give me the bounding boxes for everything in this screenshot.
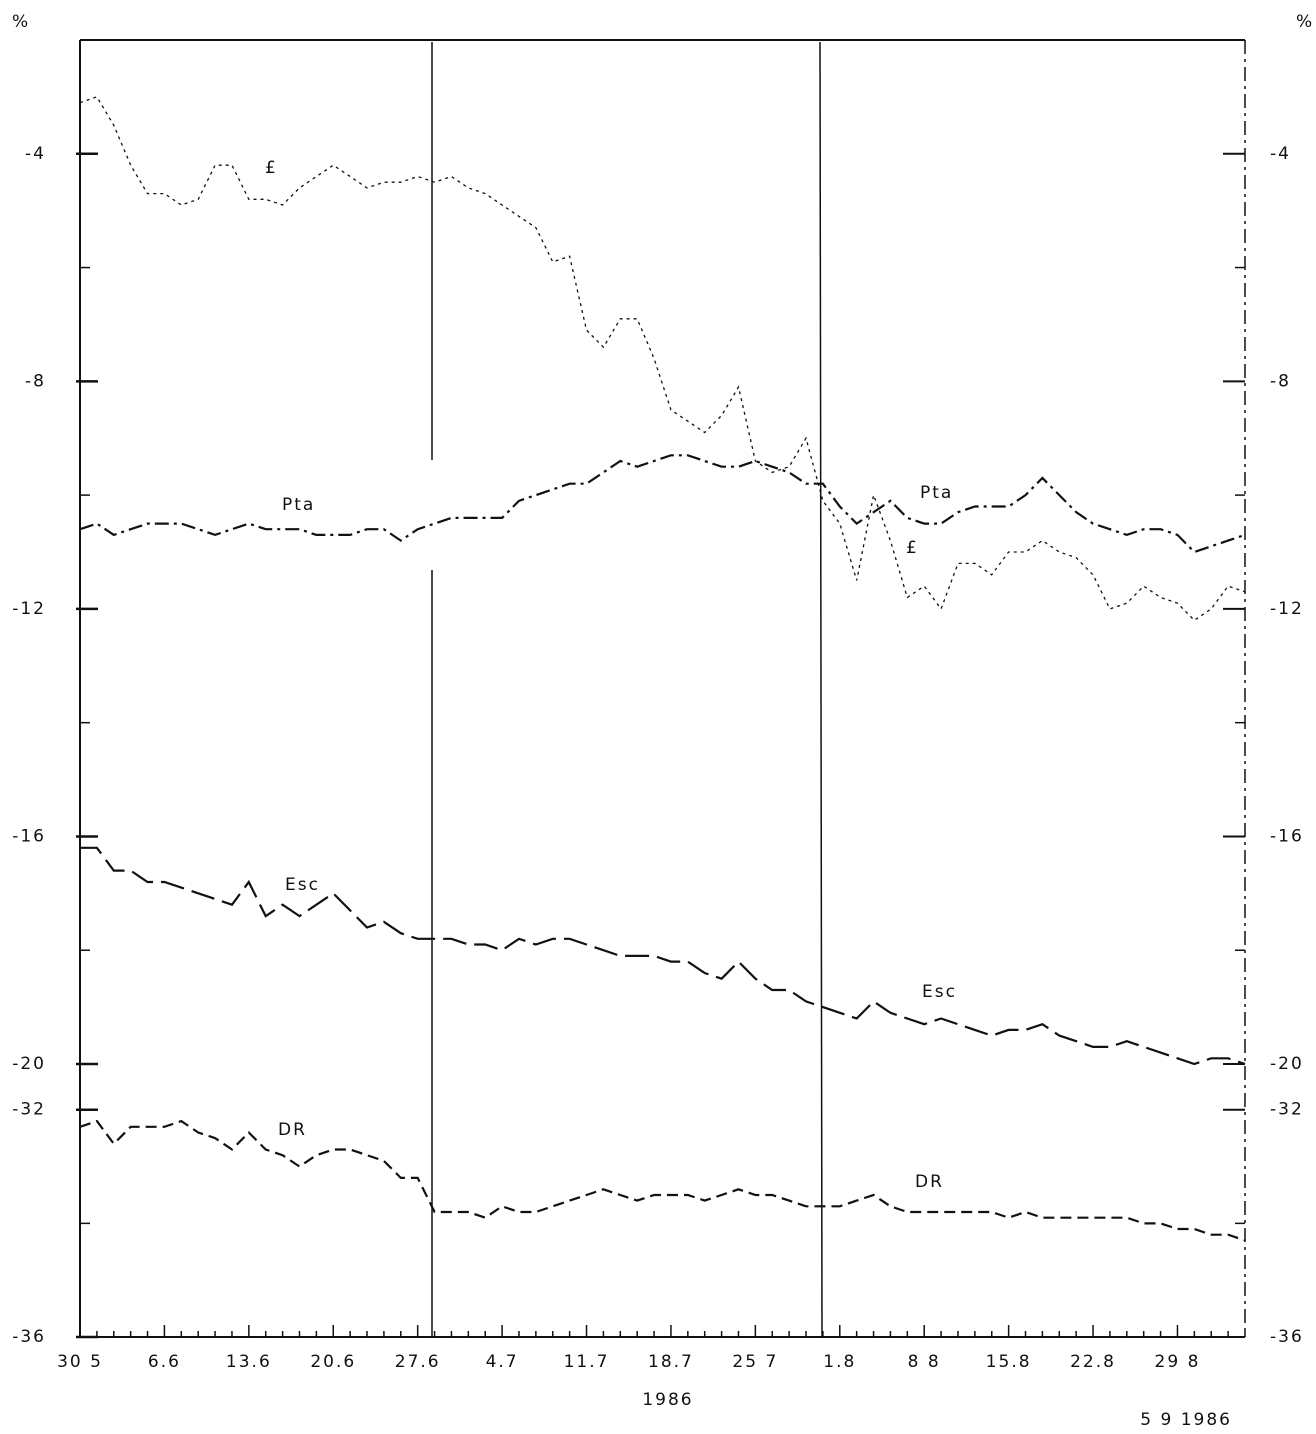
series-label: £ xyxy=(906,538,919,558)
y2-tick-label: -36 xyxy=(1270,1327,1304,1347)
x-tick-label: 8 8 xyxy=(908,1352,941,1372)
series-label: Pta xyxy=(282,495,315,515)
y2-tick-label: -32 xyxy=(1270,1100,1304,1120)
series-line xyxy=(79,1119,1246,1242)
series-label: Esc xyxy=(285,875,320,895)
y-tick-label: -4 xyxy=(25,144,46,164)
series-line xyxy=(79,454,1246,554)
series-label: Pta xyxy=(920,483,953,503)
x-tick-label: 30 5 xyxy=(57,1352,103,1372)
series-label: £ xyxy=(265,158,278,178)
x-tick-label: 25 7 xyxy=(732,1352,778,1372)
x-tick-label: 6.6 xyxy=(148,1352,181,1372)
y-tick-label: -20 xyxy=(12,1054,46,1074)
series-label: DR xyxy=(915,1172,944,1192)
x-tick-label: 1.8 xyxy=(823,1352,856,1372)
y2-axis-label: % xyxy=(1296,12,1314,32)
y-tick-label: -36 xyxy=(12,1327,46,1347)
x-tick-label: 20.6 xyxy=(310,1352,356,1372)
y2-tick-label: -4 xyxy=(1270,144,1291,164)
x-tick-label: 11.7 xyxy=(564,1352,610,1372)
x-tick-label: 13.6 xyxy=(226,1352,272,1372)
series-label: DR xyxy=(278,1120,307,1140)
y2-tick-label: -12 xyxy=(1270,599,1304,619)
series-line xyxy=(80,846,1246,1066)
event-line xyxy=(819,41,823,1338)
x-tick-label: 4.7 xyxy=(486,1352,519,1372)
x-tick-label: 15.8 xyxy=(986,1352,1032,1372)
y2-tick-label: -20 xyxy=(1270,1054,1304,1074)
x-axis-label: 1986 xyxy=(642,1390,693,1410)
y-axis-label: % xyxy=(12,12,30,32)
footnote: 5 9 1986 xyxy=(1140,1410,1232,1430)
x-tick-label: 22.8 xyxy=(1070,1352,1116,1372)
y-tick-label: -16 xyxy=(12,826,46,846)
x-tick-label: 18.7 xyxy=(648,1352,694,1372)
x-tick-label: 29 8 xyxy=(1155,1352,1201,1372)
y-tick-label: -32 xyxy=(12,1100,46,1120)
x-tick-label: 27.6 xyxy=(395,1352,441,1372)
series-line xyxy=(79,96,1246,622)
y2-tick-label: -16 xyxy=(1270,826,1304,846)
y2-tick-label: -8 xyxy=(1270,371,1291,391)
y-tick-label: -12 xyxy=(12,599,46,619)
series-label: Esc xyxy=(922,982,957,1002)
y-tick-label: -8 xyxy=(25,371,46,391)
